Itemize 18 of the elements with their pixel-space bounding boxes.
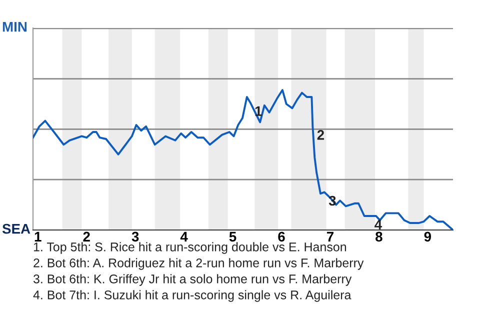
x-tick-label: 9 [424, 232, 432, 242]
x-tick-label: 2 [83, 232, 90, 242]
text: SEA [2, 224, 30, 234]
x-tick-label: 5 [229, 232, 236, 242]
text: 1. Top 5th: S. Rice hit a run-scoring double vs E. Hanson [34, 242, 346, 254]
text: MIN [2, 22, 27, 32]
x-tick-label: 8 [376, 232, 382, 242]
text: 2. Bot 6th: A. Rodriguez hit a 2-run home run vs F. Marberry [34, 258, 364, 270]
x-tick-label: 7 [326, 232, 334, 242]
x-tick-label: 3 [132, 232, 139, 242]
annotation: 4 [374, 220, 382, 230]
x-tick-label: 6 [278, 232, 285, 242]
text: 3. Bot 6th: K. Griffey Jr hit a solo home run vs F. Marberry [33, 274, 352, 286]
text: 4. Bot 7th: I. Suzuki hit a run-scoring single vs R. Aguilera [33, 290, 352, 302]
annotation: 2 [317, 130, 324, 140]
x-tick-label: 1 [34, 232, 42, 242]
x-tick-label: 4 [180, 232, 188, 242]
annotation: 1 [255, 106, 262, 116]
